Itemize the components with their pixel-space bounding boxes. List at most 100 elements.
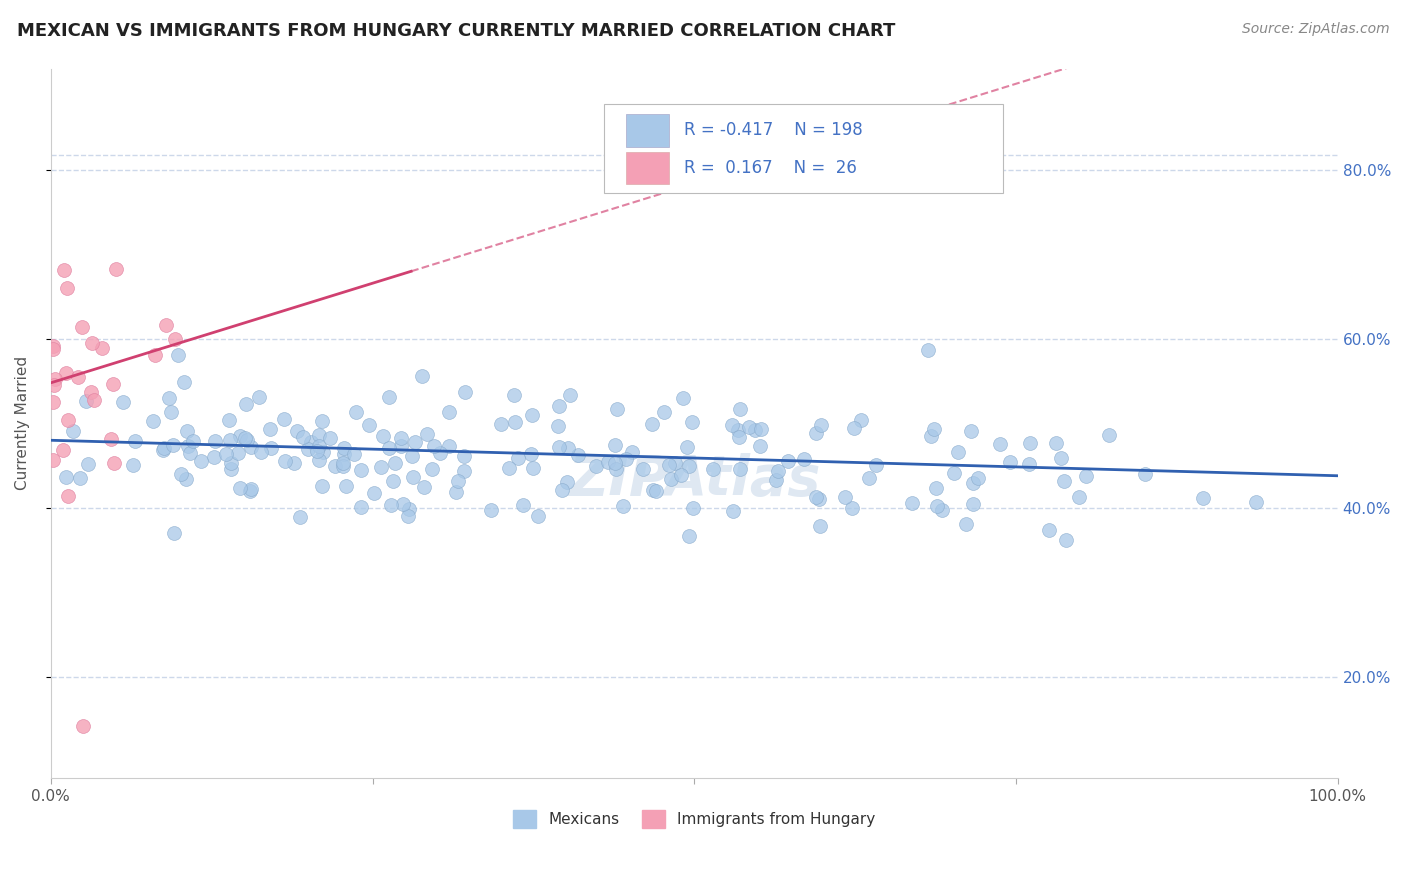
Point [260,441,283,455]
Point [547,399,569,413]
Text: Source: ZipAtlas.com: Source: ZipAtlas.com [1241,22,1389,37]
Point [1054,533,1077,547]
Point [335,479,357,493]
Point [179,446,201,460]
Point [299,435,322,450]
Point [219,456,242,470]
Point [122,458,145,472]
Point [672,392,695,406]
Point [72,719,94,733]
Point [1038,523,1060,537]
Point [52,442,75,457]
Point [371,429,394,443]
Point [959,424,981,438]
Point [727,423,749,437]
Point [422,461,444,475]
Point [155,318,177,332]
Point [598,455,620,469]
Point [378,441,401,455]
Point [614,452,637,467]
Point [325,458,347,473]
Point [153,442,176,456]
Point [1052,474,1074,488]
Point [631,462,654,476]
Point [744,423,766,437]
Point [291,429,314,443]
Point [966,471,988,485]
Point [173,375,195,389]
Point [77,457,100,471]
Point [721,418,744,433]
Point [226,446,249,460]
Point [283,457,305,471]
Point [943,467,966,481]
Point [83,393,105,408]
Point [170,467,193,481]
Point [332,457,354,471]
Point [370,460,392,475]
Point [643,483,665,498]
FancyBboxPatch shape [626,152,668,185]
Point [274,454,297,468]
Point [416,426,439,441]
Point [247,390,270,404]
Text: R = -0.417    N = 198: R = -0.417 N = 198 [683,121,863,139]
Point [865,458,887,472]
Point [382,474,405,488]
Point [240,440,263,454]
Point [312,444,335,458]
Point [512,499,534,513]
Point [56,413,79,427]
Point [730,401,752,416]
Point [67,370,90,384]
Point [384,456,406,470]
Point [1244,495,1267,509]
Point [671,468,693,483]
Point [498,461,520,475]
Point [350,463,373,477]
Point [661,472,683,486]
Point [1192,491,1215,506]
Point [389,439,412,453]
Point [204,434,226,449]
Point [42,394,65,409]
Point [174,472,197,486]
Point [547,418,569,433]
Text: ZIPAtlas: ZIPAtlas [568,453,821,508]
Point [1019,436,1042,450]
Point [72,320,94,334]
Point [398,508,420,523]
Point [851,413,873,427]
Point [917,343,939,357]
Point [218,413,240,427]
Point [398,502,420,516]
Point [145,347,167,361]
Point [778,454,800,468]
Point [804,490,827,504]
Point [411,368,433,383]
Point [250,445,273,459]
Point [558,388,581,402]
Point [311,478,333,492]
Point [42,342,65,356]
Point [305,444,328,458]
Point [834,490,856,504]
Point [678,458,700,473]
Point [285,424,308,438]
Point [948,444,970,458]
Point [1018,457,1040,471]
Point [702,461,724,475]
Point [621,445,644,459]
Point [389,431,412,445]
Point [229,429,252,443]
Point [42,378,65,392]
Point [104,261,127,276]
Point [567,448,589,462]
Point [380,498,402,512]
Point [163,526,186,541]
Point [658,458,681,472]
Legend: Mexicans, Immigrants from Hungary: Mexicans, Immigrants from Hungary [506,804,882,834]
Point [181,434,204,449]
Point [53,262,76,277]
Point [103,456,125,470]
